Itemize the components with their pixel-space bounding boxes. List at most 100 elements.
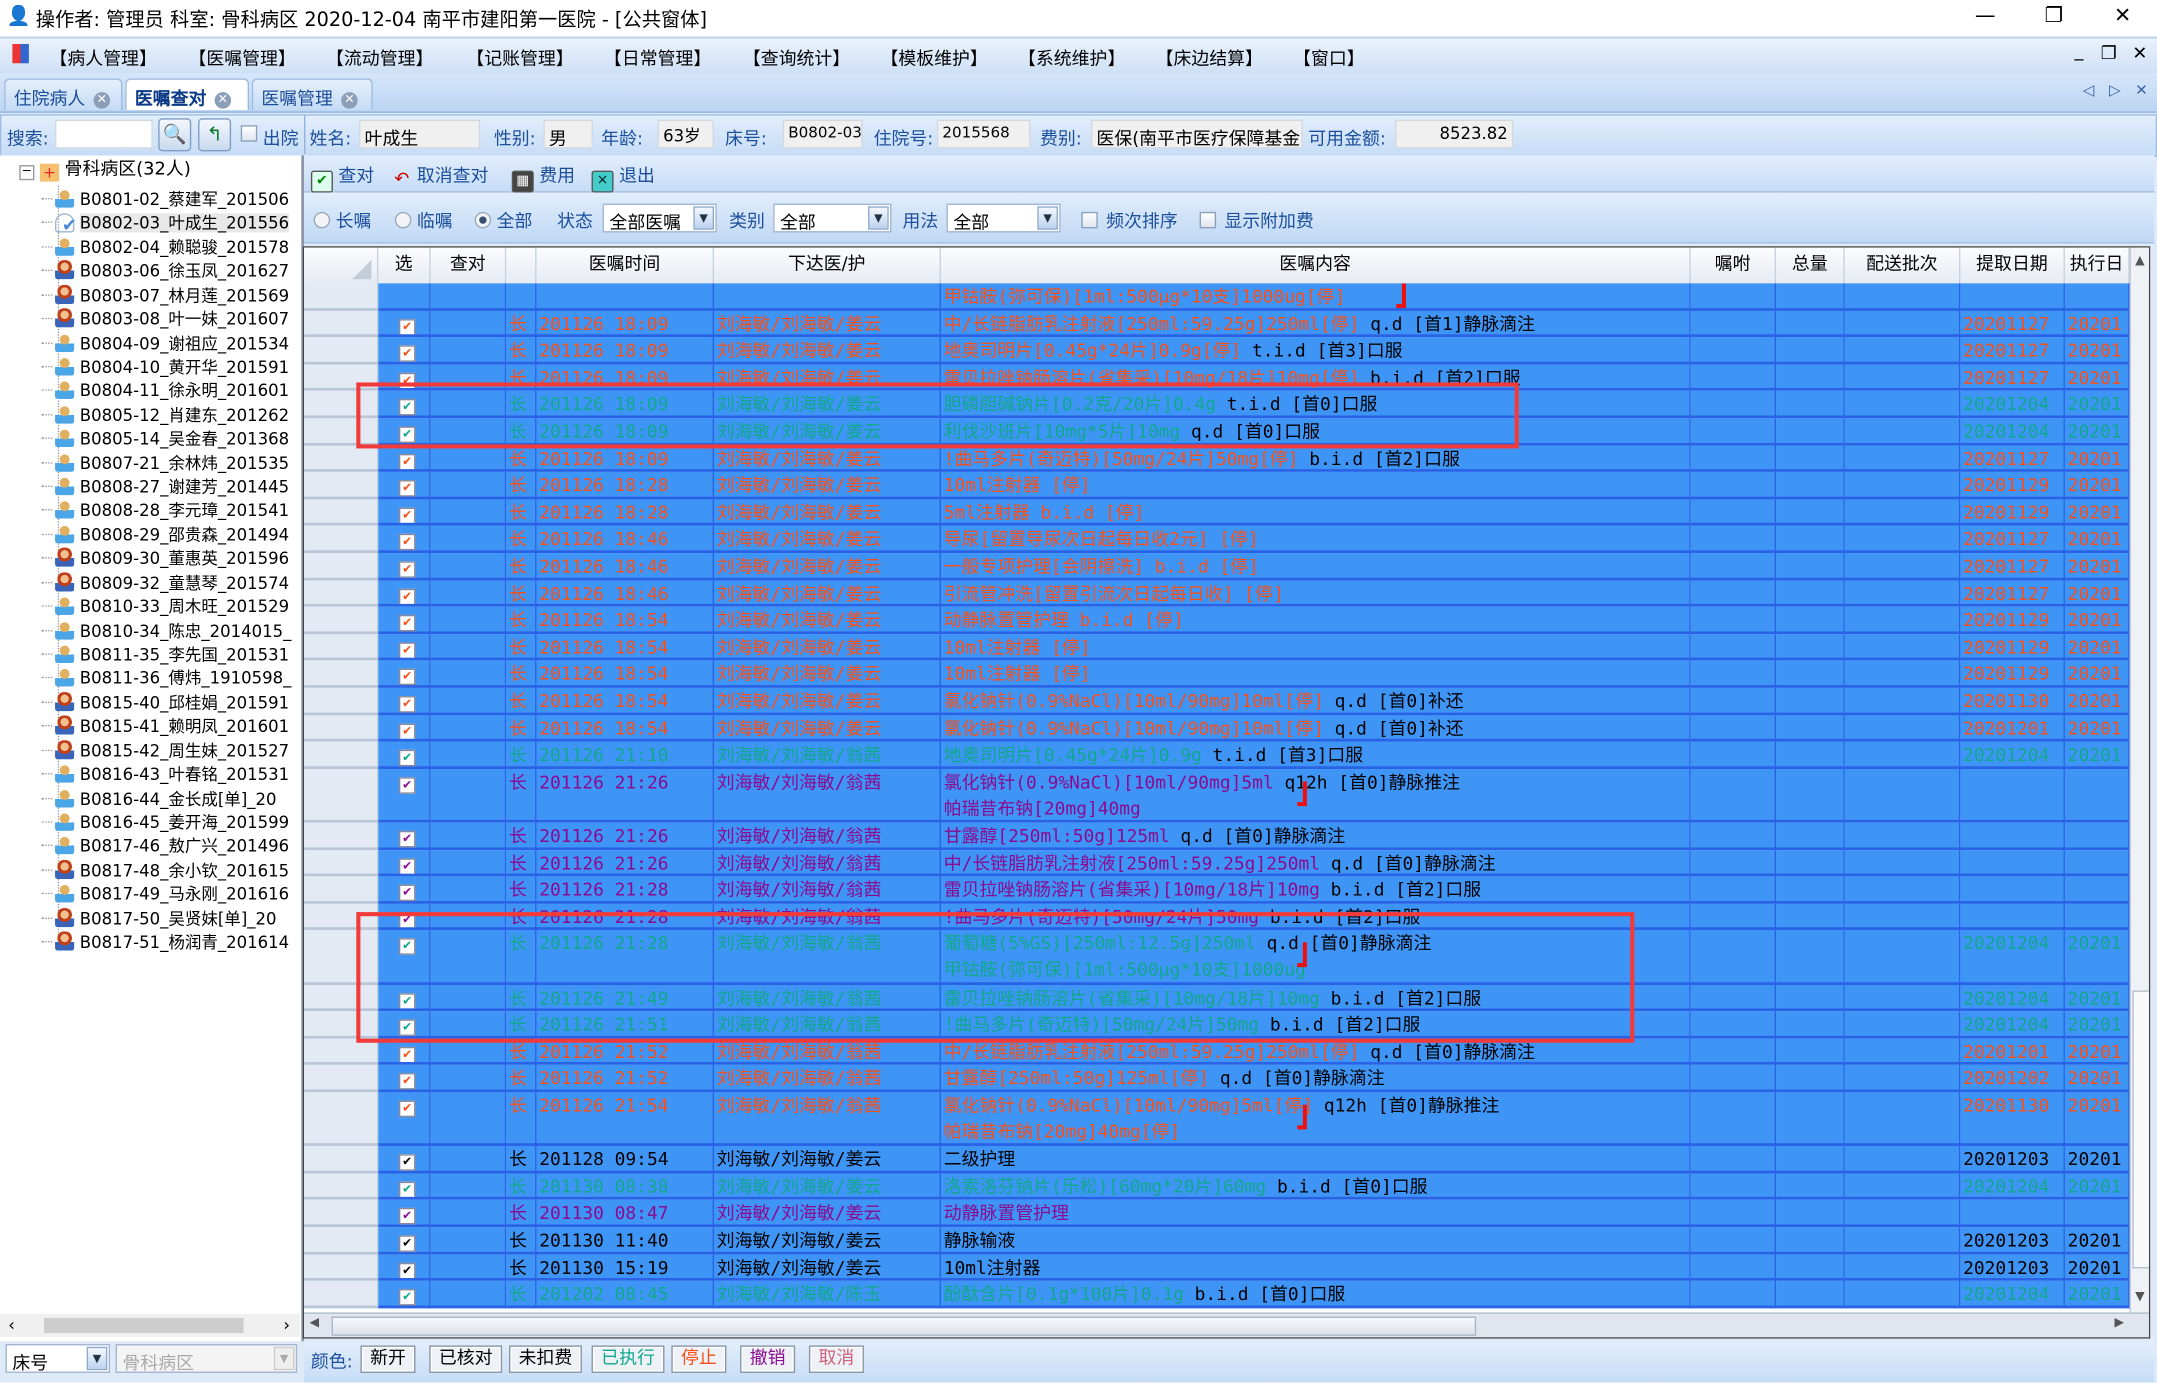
tree-item-patient[interactable]: B0817-48_余小钦_201615	[41, 859, 289, 882]
select-cell[interactable]: ✔	[378, 1011, 431, 1039]
menu-bedside[interactable]: 【床边结算】	[1155, 49, 1263, 71]
scroll-up-icon[interactable]: ▲	[2135, 254, 2145, 269]
select-cell[interactable]: ✔	[378, 1173, 431, 1201]
checkbox-checked-icon[interactable]: ✔	[398, 669, 416, 686]
table-row[interactable]: ✔ 长 201126 18:54 刘海敏/刘海敏/姜云 10ml注射器 [停] 20201…	[304, 633, 2131, 661]
select-cell[interactable]: ✔	[378, 876, 431, 904]
table-row[interactable]: ✔ 长 201126 18:46 刘海敏/刘海敏/姜云 导尿[留置导尿次日起每日收2元]…	[304, 526, 2131, 554]
select-cell[interactable]: ✔	[378, 606, 431, 634]
column-header[interactable]: 下达医/护	[714, 247, 941, 284]
row-header[interactable]	[304, 499, 379, 527]
tree-item-patient[interactable]: B0809-30_董惠英_201596	[41, 547, 289, 571]
select-cell[interactable]: ✔	[378, 903, 431, 931]
select-cell[interactable]: ✔	[378, 1281, 431, 1308]
tree-item-patient[interactable]: B0803-07_林月莲_201569	[41, 284, 289, 307]
table-row[interactable]: ✔ 长 201128 09:54 刘海敏/刘海敏/姜云 二级护理 20201203 2020…	[304, 1146, 2131, 1174]
discharged-checkbox[interactable]	[240, 125, 258, 144]
row-header[interactable]	[304, 1227, 379, 1255]
row-header[interactable]	[304, 876, 379, 904]
row-header[interactable]	[304, 984, 379, 1012]
column-header[interactable]: 查对	[431, 247, 507, 284]
checkbox-checked-icon[interactable]: ✔	[398, 1154, 416, 1171]
table-row[interactable]: ✔ 长 201126 18:28 刘海敏/刘海敏/姜云 10ml注射器 [停] 20201…	[304, 472, 2131, 500]
checkbox-checked-icon[interactable]: ✔	[398, 345, 416, 362]
select-cell[interactable]: ✔	[378, 849, 431, 877]
row-header[interactable]	[304, 822, 379, 850]
column-header[interactable]: 医嘱内容	[941, 247, 1691, 284]
checkbox-checked-icon[interactable]: ✔	[398, 1181, 416, 1198]
legend-button[interactable]: 停止	[671, 1345, 727, 1373]
select-cell[interactable]: ✔	[378, 741, 431, 769]
column-header[interactable]: 嘱咐	[1691, 247, 1777, 284]
checkbox-checked-icon[interactable]: ✔	[398, 372, 416, 389]
table-row[interactable]: ✔ 长 201126 21:54 刘海敏/刘海敏/翁茜 氯化钠针(0.9%NaCl)[1…	[304, 1092, 2131, 1147]
tab-close-all-icon[interactable]: ✕	[2135, 81, 2148, 100]
tree-item-patient[interactable]: B0811-36_傅炜_1910598_	[41, 667, 291, 691]
table-row[interactable]: ✔ 长 201130 08:38 刘海敏/刘海敏/姜云 洛索洛芬钠片(乐松)[60mg*…	[304, 1173, 2131, 1201]
select-cell[interactable]: ✔	[378, 472, 431, 500]
horizontal-scroll-thumb[interactable]	[331, 1316, 1477, 1336]
row-header[interactable]	[304, 526, 379, 554]
row-header[interactable]	[304, 1200, 379, 1228]
table-row[interactable]: ✔ 长 201126 21:28 刘海敏/刘海敏/翁茜 葡萄糖(5%GS)[250ml:…	[304, 930, 2131, 985]
tab-prev-icon[interactable]: ◁	[2082, 81, 2095, 100]
tree-item-patient[interactable]: B0810-34_陈忠_2014015_	[41, 619, 291, 643]
mdi-minimize-button[interactable]: _	[2074, 41, 2084, 62]
select-cell[interactable]: ✔	[378, 822, 431, 850]
table-row[interactable]: ✔ 长 201130 11:40 刘海敏/刘海敏/姜云 静脉输液 20201203 2020…	[304, 1227, 2131, 1255]
checkbox-checked-icon[interactable]: ✔	[398, 857, 416, 874]
row-header[interactable]	[304, 364, 379, 392]
tree-root-ward[interactable]: − + 骨科病区(32人)	[19, 160, 191, 182]
legend-button[interactable]: 撤销	[740, 1345, 796, 1373]
tree-item-patient[interactable]: B0808-28_李元璋_201541	[41, 500, 289, 523]
table-row[interactable]: ✔ 长 201126 21:10 刘海敏/刘海敏/翁茜 地奥司明片[0.45g*24片]…	[304, 741, 2131, 769]
exit-button[interactable]: ✕ 退出	[591, 161, 655, 193]
close-button[interactable]: ✕	[2114, 2, 2132, 28]
row-header[interactable]	[304, 579, 379, 607]
scroll-down-icon[interactable]: ▼	[2135, 1290, 2145, 1305]
tree-item-patient[interactable]: B0811-35_李先国_201531	[41, 643, 289, 667]
tree-item-patient[interactable]: B0808-27_谢建芳_201445	[41, 476, 289, 499]
close-tab-icon[interactable]: ✕	[341, 92, 358, 109]
row-header[interactable]	[304, 633, 379, 661]
row-header[interactable]	[304, 714, 379, 742]
row-header[interactable]	[304, 849, 379, 877]
row-header[interactable]	[304, 741, 379, 769]
scroll-right-icon[interactable]: ▶	[2114, 1316, 2124, 1331]
select-cell[interactable]: ✔	[378, 310, 431, 338]
select-cell[interactable]: ✔	[378, 1200, 431, 1228]
radio-temporary[interactable]: 临嘱	[394, 206, 453, 232]
checkbox-checked-icon[interactable]: ✔	[398, 534, 416, 551]
select-cell[interactable]: ✔	[378, 1092, 431, 1147]
tree-item-patient[interactable]: B0805-14_吴金春_201368	[41, 428, 289, 451]
select-cell[interactable]: ✔	[378, 1254, 431, 1282]
mdi-close-button[interactable]: ✕	[2132, 44, 2148, 65]
tree-item-patient[interactable]: B0817-51_杨润青_201614	[41, 931, 289, 954]
checkbox-checked-icon[interactable]: ✔	[398, 1208, 416, 1225]
tree-horizontal-scrollbar[interactable]: ‹ ›	[0, 1313, 300, 1338]
row-header[interactable]	[304, 283, 379, 311]
table-row[interactable]: ✔ 长 201126 18:46 刘海敏/刘海敏/姜云 引流管冲洗[留置引流次日起每日收…	[304, 579, 2131, 607]
search-button[interactable]: 🔍	[158, 118, 192, 152]
checkbox-checked-icon[interactable]: ✔	[398, 696, 416, 713]
row-header[interactable]	[304, 418, 379, 446]
row-header[interactable]	[304, 1011, 379, 1039]
tab-inpatients[interactable]: 住院病人 ✕	[4, 78, 123, 111]
select-cell[interactable]: ✔	[378, 660, 431, 688]
table-row[interactable]: ✔ 长 201126 18:54 刘海敏/刘海敏/姜云 氯化钠针(0.9%NaCl)[1…	[304, 687, 2131, 715]
checkbox-checked-icon[interactable]: ✔	[398, 1262, 416, 1279]
tree-item-patient[interactable]: B0804-11_徐永明_201601	[41, 380, 289, 403]
status-select[interactable]: 全部医嘱 ▼	[602, 203, 717, 234]
tree-item-patient[interactable]: B0816-45_姜开海_201599	[41, 811, 289, 835]
mdi-restore-button[interactable]: ❐	[2100, 44, 2117, 65]
table-row[interactable]: ✔ 长 201130 08:47 刘海敏/刘海敏/姜云 动静脉置管护理	[304, 1200, 2131, 1228]
select-all-corner[interactable]	[304, 247, 379, 284]
tree-item-patient[interactable]: B0817-50_吴贤妹[单]_20	[41, 907, 277, 930]
table-row[interactable]: ✔ 长 201126 21:26 刘海敏/刘海敏/翁茜 中/长链脂肪乳注射液[250ml…	[304, 849, 2131, 877]
select-cell[interactable]: ✔	[378, 579, 431, 607]
tree-item-patient[interactable]: B0805-12_肖建东_201262	[41, 404, 289, 427]
checkbox-checked-icon[interactable]: ✔	[398, 453, 416, 470]
menu-query[interactable]: 【查询统计】	[742, 49, 851, 71]
select-cell[interactable]: ✔	[378, 687, 431, 715]
tree-item-patient[interactable]: B0815-42_周生妹_201527	[41, 739, 289, 763]
